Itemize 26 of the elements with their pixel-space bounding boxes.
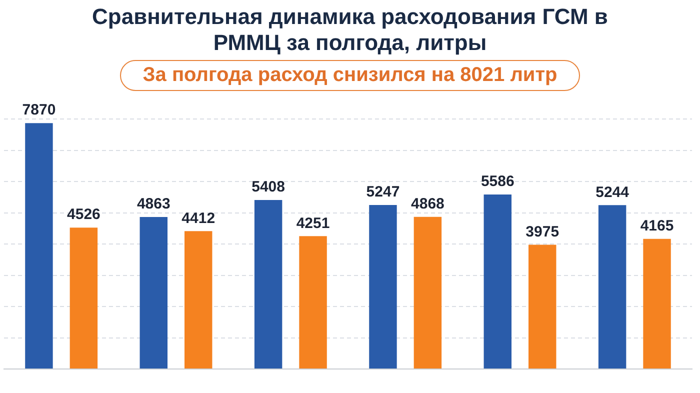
bar [25, 123, 53, 368]
chart-subtitle: За полгода расход снизился на 8021 литр [120, 60, 580, 91]
chart-title: Сравнительная динамика расходования ГСМ в РММЦ за полгода, литры [91, 3, 609, 56]
bar [369, 205, 397, 368]
data-label: 7870 [22, 102, 56, 119]
data-label: 4412 [182, 210, 216, 227]
data-label: 4526 [67, 206, 100, 224]
bar [484, 194, 512, 368]
data-label: 4863 [136, 196, 170, 213]
bar [140, 217, 168, 368]
bar [70, 228, 98, 368]
data-label: 4165 [640, 217, 674, 234]
data-label: 4868 [411, 196, 444, 213]
bar [528, 244, 556, 368]
bar [254, 200, 282, 368]
data-label: 4251 [296, 214, 330, 232]
bar [598, 205, 626, 368]
data-label: 5244 [596, 184, 630, 201]
bar [643, 238, 671, 368]
data-label: 5408 [252, 178, 285, 196]
bar [184, 231, 212, 368]
data-label: 5586 [480, 173, 514, 190]
bar [299, 236, 327, 368]
data-label: 5247 [366, 184, 400, 201]
bar [414, 216, 442, 368]
data-label: 3975 [526, 223, 560, 240]
